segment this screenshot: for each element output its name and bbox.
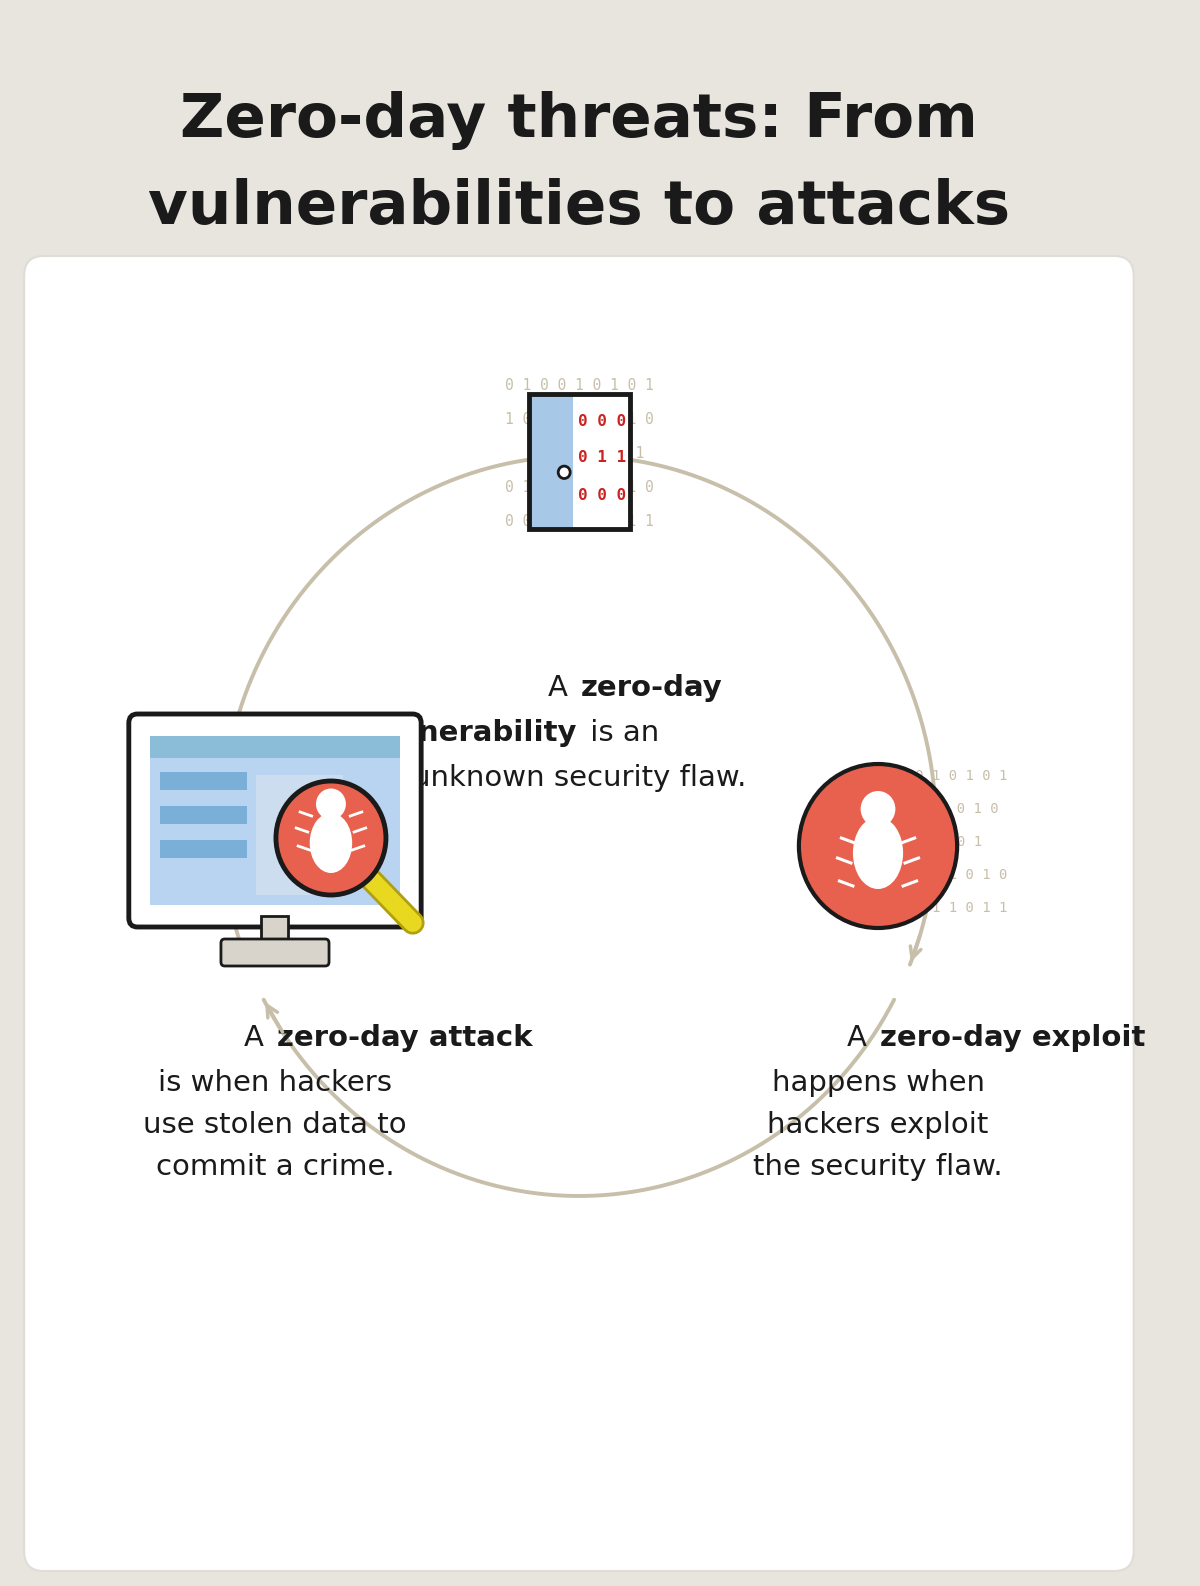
Text: zero-day: zero-day <box>581 674 722 703</box>
Ellipse shape <box>310 814 352 872</box>
Text: vulnerability: vulnerability <box>368 718 577 747</box>
Text: Zero-day threats: From: Zero-day threats: From <box>180 90 978 151</box>
Text: is an: is an <box>581 718 659 747</box>
Text: 1 0 1 1 0 1 0 1 0: 1 0 1 1 0 1 0 1 0 <box>504 412 653 428</box>
Bar <box>160 772 246 790</box>
Circle shape <box>276 780 386 895</box>
Bar <box>529 393 630 530</box>
Text: unknown security flaw.: unknown security flaw. <box>412 764 746 791</box>
Text: 0 0 1 1 1 1 0 1 1: 0 0 1 1 1 1 0 1 1 <box>504 514 653 530</box>
FancyBboxPatch shape <box>221 939 329 966</box>
Text: 0 0 0: 0 0 0 <box>577 487 625 503</box>
Text: 0 1 0 1 0 1 0 1 0: 0 1 0 1 0 1 0 1 0 <box>865 868 1007 882</box>
Text: A: A <box>548 674 577 703</box>
Bar <box>150 736 400 758</box>
Text: 0 1 0 1 0 1 0 1 0: 0 1 0 1 0 1 0 1 0 <box>504 481 653 495</box>
Bar <box>529 393 574 530</box>
Circle shape <box>558 466 570 479</box>
FancyBboxPatch shape <box>24 255 1134 1572</box>
Circle shape <box>316 788 346 820</box>
Circle shape <box>860 791 895 826</box>
Text: 0 0 1 1 1 1 0 1 1: 0 0 1 1 1 1 0 1 1 <box>865 901 1007 915</box>
FancyBboxPatch shape <box>128 714 421 926</box>
Text: 1 1 0 1 0 1: 1 1 0 1 0 1 <box>890 834 982 849</box>
Text: 0 1 1: 0 1 1 <box>577 450 625 466</box>
Text: A: A <box>244 1025 274 1052</box>
Text: 1 1 0 1   0 1: 1 1 0 1 0 1 <box>514 447 644 462</box>
Text: commit a crime.: commit a crime. <box>156 1153 395 1182</box>
Bar <box>160 806 246 825</box>
Bar <box>160 841 246 858</box>
Circle shape <box>799 764 958 928</box>
Text: use stolen data to: use stolen data to <box>143 1112 407 1139</box>
Text: zero-day attack: zero-day attack <box>277 1025 533 1052</box>
Text: is when hackers: is when hackers <box>158 1069 392 1098</box>
Text: 0 1 0 0 1 0 1 0 1: 0 1 0 0 1 0 1 0 1 <box>504 379 653 393</box>
Ellipse shape <box>853 817 904 890</box>
Text: vulnerabilities to attacks: vulnerabilities to attacks <box>148 178 1010 236</box>
Text: 0 0 0: 0 0 0 <box>577 414 625 428</box>
Bar <box>529 393 630 530</box>
Bar <box>262 917 288 942</box>
Bar <box>150 736 400 906</box>
Text: hackers exploit: hackers exploit <box>767 1112 989 1139</box>
Bar <box>256 776 343 895</box>
Text: A: A <box>847 1025 876 1052</box>
Text: 0 1 0 0 1 0 1 0 1: 0 1 0 0 1 0 1 0 1 <box>865 769 1007 783</box>
Text: happens when: happens when <box>772 1069 984 1098</box>
Text: zero-day exploit: zero-day exploit <box>880 1025 1145 1052</box>
Text: the security flaw.: the security flaw. <box>754 1153 1003 1182</box>
Text: 1 0 1 0 1 0 1 0: 1 0 1 0 1 0 1 0 <box>874 803 998 817</box>
